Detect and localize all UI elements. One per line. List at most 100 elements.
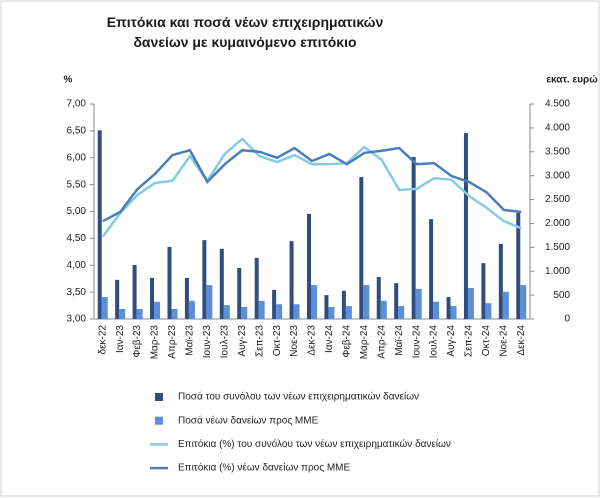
y-tick-label: 4,00 (67, 260, 87, 271)
y2-tick-label: 3.500 (545, 146, 570, 157)
x-tick-label: Αυγ-23 (237, 325, 248, 357)
line (101, 137, 522, 238)
bar (429, 219, 434, 319)
y2-tick-label: 0 (564, 314, 570, 325)
x-tick-label: Απρ-23 (167, 325, 178, 359)
bar (311, 285, 317, 319)
bar (167, 246, 172, 319)
x-tick-label: Φεβ-24 (342, 325, 353, 358)
bar (485, 303, 492, 319)
bar (272, 289, 277, 319)
bar (516, 212, 521, 319)
legend-swatch (155, 416, 163, 425)
line (102, 146, 522, 223)
bar (359, 177, 364, 319)
bar (481, 263, 486, 319)
x-tick-label: Απρ-24 (376, 325, 387, 359)
x-tick-label: Ιουν-24 (411, 325, 422, 359)
y-tick-label: 3,00 (67, 314, 87, 325)
x-tick-label: Μαρ-23 (150, 325, 161, 360)
bar (380, 300, 387, 319)
bar (202, 240, 207, 319)
bar (276, 304, 283, 319)
y2-tick-label: 4.500 (545, 99, 570, 110)
bar (254, 257, 259, 319)
legend-label: Ποσά νέων δανείων προς ΜΜΕ (178, 414, 319, 426)
y2-tick-label: 1.500 (545, 242, 570, 253)
bar (415, 288, 422, 319)
bar (184, 277, 189, 319)
bar (132, 265, 137, 319)
bar (467, 287, 474, 319)
bar (136, 308, 143, 319)
bar (115, 279, 120, 319)
x-tick-label: Ιουλ-23 (219, 325, 230, 359)
y-tick-label: 5,50 (67, 179, 87, 190)
y-tick-label: 5,00 (67, 206, 87, 217)
x-tick-label: Φεβ-23 (132, 325, 143, 358)
x-tick-label: Νοε-23 (289, 325, 300, 357)
x-tick-label: Μαϊ-24 (394, 325, 405, 356)
x-tick-label: Ιουν-23 (202, 325, 213, 359)
bar (119, 308, 126, 319)
x-tick-label: Οκτ-23 (272, 325, 283, 357)
bar (502, 291, 509, 319)
x-tick-label: Νοε-24 (498, 325, 509, 357)
x-tick-label: Δεκ-24 (516, 325, 527, 356)
bar (241, 307, 248, 319)
bar (498, 243, 503, 319)
bar (237, 267, 242, 319)
y-tick-label: 3,50 (67, 287, 87, 298)
bar (223, 305, 230, 319)
y-axis-title: % (64, 75, 73, 86)
x-tick-label: δεκ-22 (97, 325, 108, 355)
y2-axis-title: εκατ. ευρώ (546, 75, 598, 86)
bar (293, 304, 300, 319)
x-tick-label: Σεπ-24 (464, 325, 475, 357)
x-tick-label: Οκτ-24 (481, 325, 492, 357)
bar (376, 276, 381, 319)
y-tick-label: 6,50 (67, 126, 87, 137)
y2-tick-label: 500 (553, 290, 570, 301)
y2-tick-label: 1.000 (545, 266, 570, 277)
bar (307, 213, 311, 319)
y2-tick-label: 2.000 (545, 218, 570, 229)
y2-tick-label: 4.000 (545, 123, 570, 134)
bar (450, 306, 457, 319)
bar (363, 285, 370, 319)
bar (446, 297, 451, 319)
bar (411, 157, 416, 319)
bar (394, 283, 399, 319)
bar (398, 306, 405, 319)
x-tick-label: Μαϊ-23 (185, 325, 196, 356)
x-tick-label: Ιαν-23 (115, 325, 126, 353)
x-tick-label: Ιουλ-24 (429, 325, 440, 359)
x-tick-label: Δεκ-23 (307, 325, 318, 356)
x-tick-label: Αυγ-24 (446, 325, 457, 357)
legend-swatch (155, 393, 163, 401)
legend-label: Επιτόκια (%) του συνόλου των νέων επιχει… (178, 438, 451, 450)
x-tick-label: Ιαν-24 (324, 325, 335, 353)
bar (219, 248, 224, 319)
bar (463, 133, 468, 319)
bar (520, 285, 527, 319)
bar (101, 297, 108, 319)
y-tick-label: 7,00 (67, 99, 87, 110)
x-tick-label: Μαρ-24 (359, 325, 370, 360)
legend-label: Ποσά του συνόλου των νέων επιχειρηματικώ… (178, 391, 419, 403)
legend-label: Επιτόκια (%) νέων δανείων προς ΜΜΕ (178, 462, 350, 474)
bar (206, 285, 213, 319)
bar (171, 308, 178, 319)
bar (433, 301, 440, 319)
bar (154, 301, 161, 319)
bar (188, 300, 195, 319)
bar (341, 290, 346, 319)
x-tick-label: Σεπ-23 (254, 325, 265, 357)
y-tick-label: 6,00 (67, 152, 87, 163)
bar (97, 130, 102, 319)
y-tick-label: 4,50 (67, 233, 87, 244)
bar (150, 277, 155, 319)
bar (345, 306, 352, 319)
